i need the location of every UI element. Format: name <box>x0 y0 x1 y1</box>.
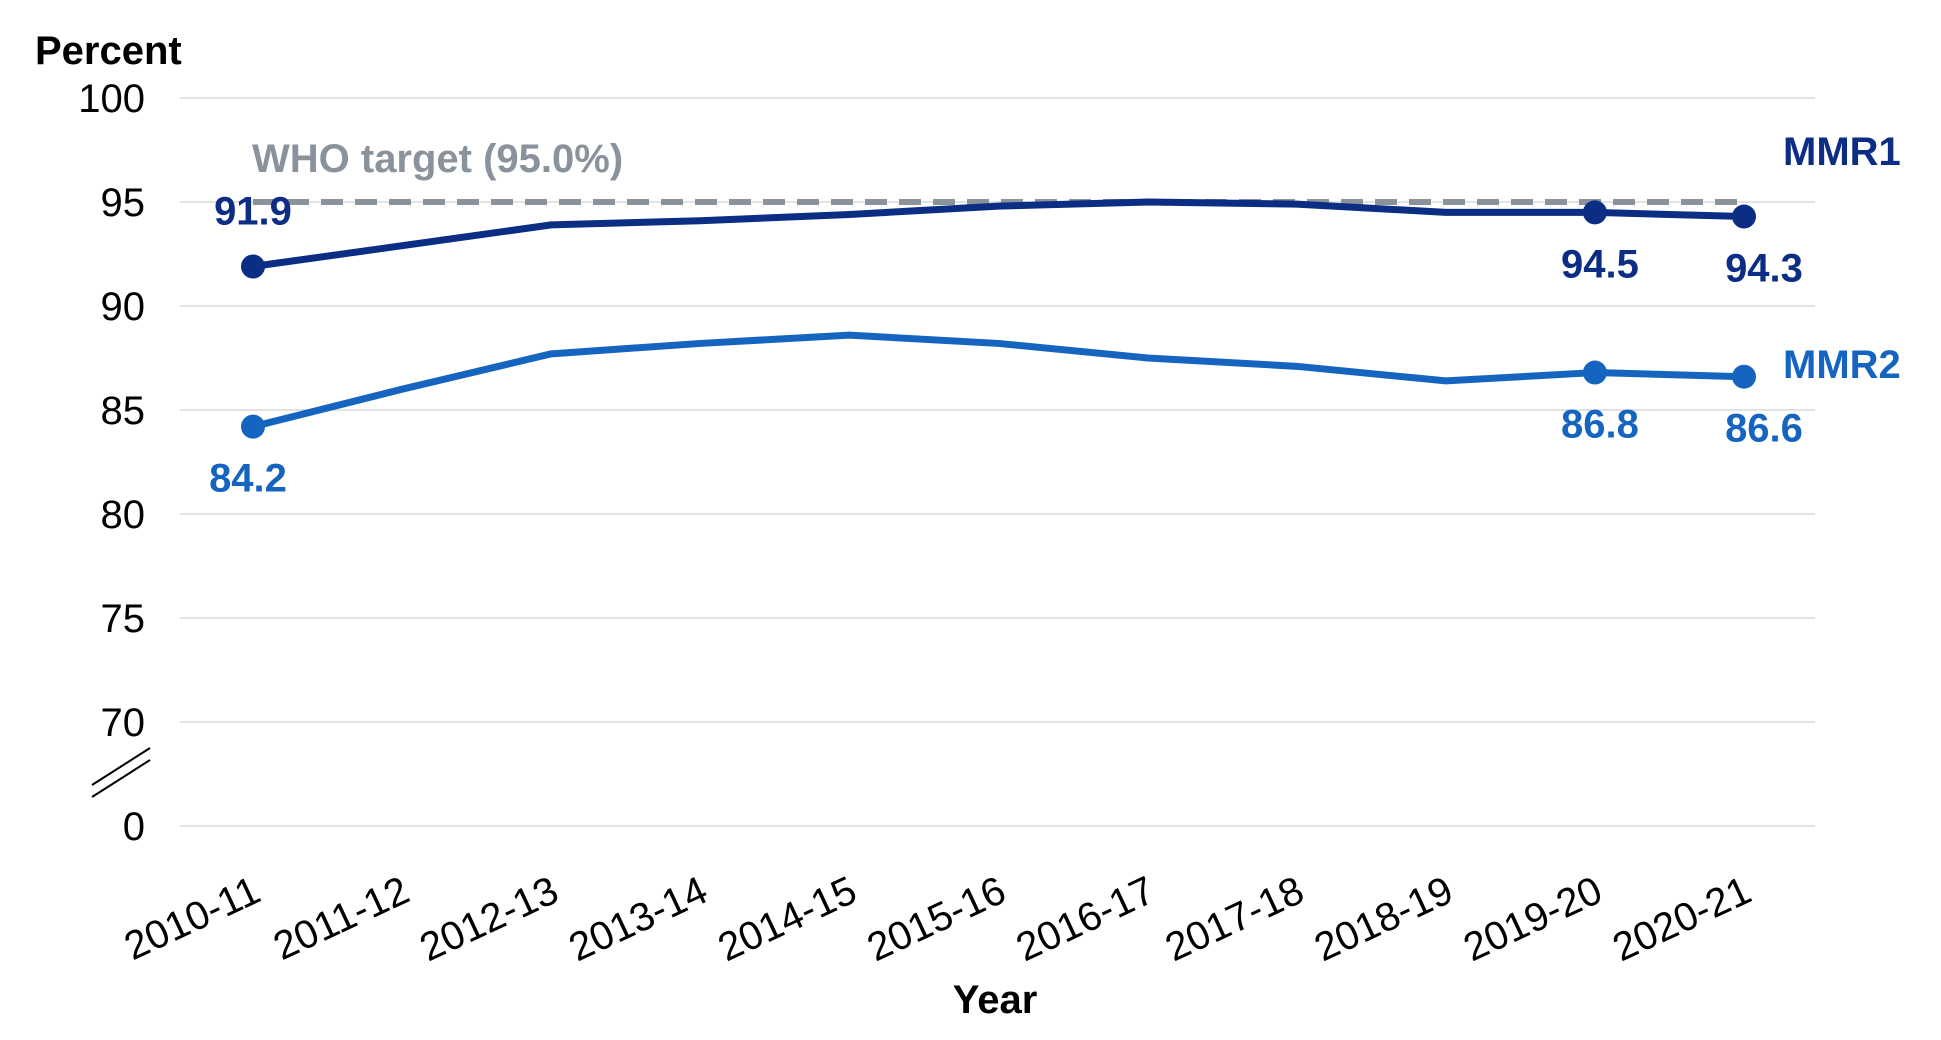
mmr2-data-label: 86.8 <box>1561 403 1639 447</box>
x-tick-label: 2015-16 <box>861 868 1013 970</box>
mmr1-data-label: 91.9 <box>214 189 292 233</box>
y-tick-label: 90 <box>101 285 146 329</box>
mmr2-point <box>1732 364 1756 389</box>
mmr2-point <box>241 414 265 439</box>
x-tick-label: 2020-21 <box>1606 868 1758 970</box>
y-tick-label: 0 <box>123 805 145 849</box>
mmr2-line <box>252 331 1745 431</box>
reference-line-label: WHO target (95.0%) <box>252 137 623 181</box>
x-tick-label: 2018-19 <box>1308 868 1460 970</box>
y-tick-label: 85 <box>101 389 146 433</box>
gridlines <box>180 97 1815 827</box>
mmr1-data-label: 94.5 <box>1561 242 1639 286</box>
axis-break-marker <box>91 747 151 798</box>
y-axis-title: Percent <box>35 29 182 73</box>
y-tick-label: 75 <box>101 597 146 641</box>
x-axis-ticks: 2010-11 2011-122012-132013-142014-152015-… <box>118 868 1758 970</box>
mmr2-data-label: 84.2 <box>209 457 287 501</box>
data-labels: 91.9 94.5 94.3 MMR1 84.2 86.8 86.6 MMR2 <box>209 130 1901 501</box>
x-tick-label: 2012-13 <box>413 868 565 970</box>
mmr2-data-label: 86.6 <box>1725 407 1803 451</box>
x-tick-label: 2014-15 <box>712 868 864 970</box>
mmr1-series-label: MMR1 <box>1783 130 1901 174</box>
y-axis-ticks: 0 70 75 80 85 90 95 100 <box>78 77 145 849</box>
x-tick-label: 2017-18 <box>1159 868 1311 970</box>
mmr1-data-label: 94.3 <box>1725 247 1803 291</box>
y-tick-label: 80 <box>101 493 146 537</box>
mmr2-point <box>1582 360 1607 385</box>
y-tick-label: 70 <box>101 701 146 745</box>
x-tick-label: 2010-11 <box>118 868 267 969</box>
x-axis-title: Year <box>953 978 1038 1022</box>
y-tick-label: 95 <box>101 181 146 225</box>
x-tick-label: 2019-20 <box>1457 868 1609 970</box>
mmr1-point <box>1582 200 1607 225</box>
series-group <box>241 198 1756 439</box>
mmr1-point <box>241 254 265 279</box>
x-tick-label: 2016-17 <box>1010 868 1162 970</box>
x-tick-label: 2013-14 <box>562 868 714 970</box>
mmr1-line <box>252 198 1745 270</box>
mmr1-point <box>1732 204 1756 229</box>
mmr2-series-label: MMR2 <box>1783 343 1901 387</box>
x-tick-label: 2011-12 <box>267 868 416 969</box>
y-tick-label: 100 <box>78 77 145 121</box>
